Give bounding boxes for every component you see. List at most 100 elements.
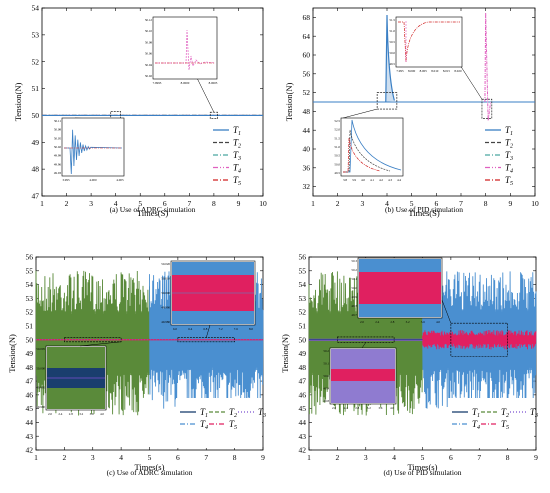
inset-x-tick-label: 8.020 bbox=[454, 69, 462, 73]
inset-x-tick-label: 8.000 bbox=[408, 69, 416, 73]
inset-y-tick-label: 49.8 bbox=[351, 304, 357, 308]
y-tick-label: 42 bbox=[26, 446, 34, 455]
x-tick-label: 5 bbox=[148, 453, 152, 462]
x-tick-label: 1 bbox=[40, 199, 44, 208]
inset-x-tick-label: 3.995 bbox=[62, 178, 70, 182]
x-tick-label: 1 bbox=[34, 453, 38, 462]
x-tick-label: 1 bbox=[307, 453, 311, 462]
zoom-marker bbox=[64, 337, 122, 343]
inset-x-tick-label: 3.2 bbox=[406, 320, 410, 324]
inset-x-tick-label: 4.000 bbox=[89, 178, 97, 182]
inset-lower-left: 2.0 2.4 2.8 3.2 3.6 4.0 49.990 49.995 50.000 50.0… bbox=[36, 345, 107, 416]
y-tick-label: 51 bbox=[299, 322, 307, 331]
inset-y-tick-label: 51.0 bbox=[334, 145, 340, 149]
inset-y-tick-label: 50.000 bbox=[161, 291, 170, 295]
x-tick-label: 5 bbox=[138, 199, 142, 208]
inset-y-tick-label: 49.8 bbox=[323, 399, 329, 403]
inset-x-tick-label: 3.9 bbox=[352, 178, 356, 182]
inset-x-tick-label: 4.3 bbox=[388, 178, 392, 182]
y-tick-label: 55 bbox=[299, 266, 307, 275]
figure-caption: (d) Use of PID simulation bbox=[384, 468, 462, 477]
inset-x-tick-label: 2.4 bbox=[58, 412, 62, 416]
y-tick-label: 52 bbox=[26, 308, 34, 317]
inset-series-t1 bbox=[343, 119, 402, 173]
plot-frame bbox=[41, 7, 264, 197]
x-tick-label: 4 bbox=[392, 453, 396, 462]
figure-caption: (b) Use of PID simulation bbox=[385, 205, 463, 214]
legend-label-t3: T3 bbox=[530, 407, 538, 419]
y-tick-label: 47 bbox=[26, 377, 34, 386]
x-tick-label: 8 bbox=[212, 199, 216, 208]
legend-background bbox=[176, 398, 262, 448]
chart-b: 1 2 3 4 5 6 7 8 9 1032364044485256606468Times(S)T… bbox=[284, 7, 539, 218]
inset-x-tick-label: 6.4 bbox=[188, 327, 192, 331]
inset-x-tick-label: 2.8 bbox=[355, 406, 359, 410]
inset-lower-left: 3.995 4.000 4.005 49.93 49.96 49.99 50.02 50.05… bbox=[54, 117, 125, 182]
inset-y-tick-label: 49.93 bbox=[54, 171, 62, 175]
inset-y-tick-label: 49.96 bbox=[54, 162, 62, 166]
inset-x-tick-label: 3.6 bbox=[378, 406, 382, 410]
peak-t4 bbox=[484, 12, 492, 121]
x-tick-label: 3 bbox=[91, 453, 95, 462]
inset-x-tick-label: 8.015 bbox=[443, 69, 451, 73]
inset-series-t4 bbox=[155, 29, 216, 71]
inset-top-center: 7.9995 8.0000 8.0005 50.02 50.04 50.06 50.08 50… bbox=[145, 16, 218, 85]
x-tick-label: 2 bbox=[336, 199, 340, 208]
y-tick-label: 45 bbox=[299, 404, 307, 413]
y-tick-label: 49 bbox=[32, 138, 40, 147]
y-tick-label: 43 bbox=[299, 432, 307, 441]
x-tick-label: 2 bbox=[63, 453, 67, 462]
noise-band-core-t5 bbox=[422, 335, 536, 344]
y-tick-label: 56 bbox=[303, 69, 311, 78]
legend-label-t5: T5 bbox=[501, 419, 509, 431]
y-tick-label: 49 bbox=[299, 349, 307, 358]
inset-x-tick-label: 4.4 bbox=[397, 178, 401, 182]
inset-y-tick-label: 50.08 bbox=[54, 128, 62, 132]
inset-y-tick-label: 52.0 bbox=[334, 128, 340, 132]
x-tick-label: 7 bbox=[459, 199, 463, 208]
y-tick-label: 54 bbox=[26, 280, 34, 289]
inset-x-tick-label: 7.9995 bbox=[153, 81, 162, 85]
inset-y-tick-label: 49.9 bbox=[323, 387, 329, 391]
inset-y-tick-label: 50.5 bbox=[389, 40, 395, 44]
legend-label-t3: T3 bbox=[233, 150, 241, 162]
y-tick-label: 50 bbox=[299, 335, 307, 344]
inset-lower-left: 3.8 3.9 4.0 4.1 4.2 4.3 4.4 49.5 50.0 50.5 51.0 51.… bbox=[334, 117, 404, 182]
y-tick-label: 50 bbox=[26, 335, 34, 344]
inset-x-tick-label: 2.4 bbox=[375, 320, 379, 324]
y-tick-label: 56 bbox=[299, 253, 307, 262]
inset-y-tick-label: 51.5 bbox=[389, 18, 395, 22]
inset-band-t5 bbox=[359, 272, 441, 304]
zoom-marker bbox=[481, 98, 493, 119]
inset-y-tick-label: 50.2 bbox=[323, 349, 329, 353]
y-tick-label: 51 bbox=[26, 322, 34, 331]
inset-y-tick-label: 49.5 bbox=[389, 62, 395, 66]
chart-d: 1 2 3 4 5 6 7 8 9424344454647484950515253545556T… bbox=[280, 253, 538, 477]
y-tick-label: 51 bbox=[32, 84, 40, 93]
y-tick-label: 48 bbox=[303, 107, 311, 116]
inset-x-tick-label: 2.8 bbox=[69, 412, 73, 416]
inset-y-tick-label: 49.990 bbox=[36, 405, 45, 409]
inset-series-t2 bbox=[343, 129, 391, 173]
inset-x-tick-label: 2.0 bbox=[332, 406, 336, 410]
inset-series-t1 bbox=[64, 129, 123, 175]
y-tick-label: 36 bbox=[303, 163, 311, 172]
inset-top-center: 7.995 8.000 8.005 8.010 8.015 8.020 49.5 50.0 50… bbox=[389, 16, 463, 73]
zoom-connector bbox=[457, 61, 483, 100]
y-tick-label: 52 bbox=[303, 88, 311, 97]
inset-y-tick-label: 50.0 bbox=[334, 162, 340, 166]
inset-y-tick-label: 50.11 bbox=[54, 119, 61, 123]
y-tick-label: 44 bbox=[303, 126, 311, 135]
inset-y-tick-label: 50.3 bbox=[351, 259, 357, 263]
inset-frame bbox=[152, 16, 218, 80]
x-tick-label: 7 bbox=[477, 453, 481, 462]
legend-label-t5: T5 bbox=[233, 175, 241, 187]
inset-y-tick-label: 50.05 bbox=[54, 136, 62, 140]
inset-x-tick-label: 3.8 bbox=[343, 178, 347, 182]
figure-caption: (c) Use of ADRC simulation bbox=[107, 468, 193, 477]
inset-y-tick-label: 52.5 bbox=[334, 119, 340, 123]
y-tick-label: 53 bbox=[299, 294, 307, 303]
legend-label-t2: T2 bbox=[233, 138, 241, 150]
inset-x-tick-label: 3.6 bbox=[90, 412, 94, 416]
